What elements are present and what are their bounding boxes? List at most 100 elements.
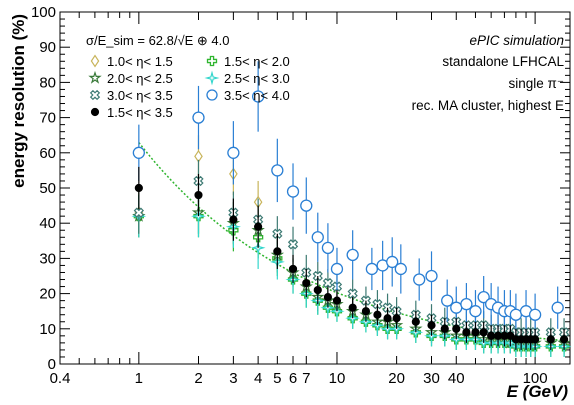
legend-marker [88,70,102,84]
data-point [320,300,336,316]
data-point [311,231,324,244]
y-tick-label: 30 [39,250,56,267]
data-point [425,269,438,283]
x-tick-label: 2 [194,370,202,387]
data-point [476,335,492,351]
data-point [559,335,569,344]
data-point [321,241,335,254]
legend-label: 1.5< η< 3.5 [107,105,173,120]
data-point [323,293,333,302]
x-tick-label: 0.4 [50,370,71,387]
data-point [487,331,496,340]
y-tick-label: 90 [39,39,56,56]
legend-marker [90,107,100,117]
data-point [346,248,359,262]
x-axis-title: E (GeV) [507,382,569,401]
x-tick-label: 6 [289,370,297,387]
data-point [369,317,385,333]
data-point [313,285,322,295]
data-point [365,262,379,276]
x-tick-label: 20 [388,370,405,387]
x-tick-label: 1 [135,370,143,387]
data-point [450,301,463,314]
legend-marker [204,70,220,86]
data-point [229,215,238,224]
series-group [132,61,564,336]
axis-ticks: 0 10 20 30 40 50 60 70 80 90 100 0.4 1 2 3 4 5 6 7 10 20 30 40… [31,4,570,387]
data-point [288,264,298,274]
data-point [424,328,439,344]
y-tick-label: 60 [39,145,56,162]
data-point [227,146,240,159]
data-point [302,278,311,288]
annotation-detector: standalone LFHCAL [442,54,564,69]
y-tick-label: 20 [39,286,56,303]
data-point [332,296,342,305]
data-point [411,317,420,326]
legend-marker [90,54,100,68]
annotation-epic: ePIC simulation [469,33,564,48]
x-tick-label: 5 [273,370,281,387]
legend: 1.0< η< 1.5 1.5< η< 2.0 2.0< η< 2.5 2.5< η<… [88,54,290,120]
data-point [300,199,313,212]
data-point [528,308,542,321]
x-tick-label: 3 [229,370,237,387]
data-point [134,183,143,193]
data-point [471,328,480,337]
data-point [271,164,284,177]
data-point [460,298,473,311]
x-tick-label: 10 [329,370,346,387]
data-point [477,290,490,304]
data-point [273,247,282,256]
data-point [286,185,300,198]
legend-label: 2.0< η< 2.5 [107,71,173,86]
y-axis-title: energy resolution (%) [9,14,28,188]
data-point [394,262,407,276]
y-tick-label: 0 [48,356,56,373]
fit-formula: σ/E_sim = 62.8/√E ⊕ 4.0 [86,33,229,48]
data-point [373,310,382,319]
data-point [509,308,523,321]
data-point [441,294,454,307]
legend-label: 3.0< η< 3.5 [107,88,173,103]
data-point [479,328,488,337]
data-point [469,305,482,318]
legend-marker [89,89,101,101]
data-point [427,321,436,330]
annotation-reco: rec. MA cluster, highest E [412,98,564,113]
y-tick-label: 40 [39,215,56,232]
x-tick-label: 7 [302,370,310,387]
legend-marker [206,55,218,67]
data-point [361,307,371,316]
data-point [546,335,555,344]
y-tick-label: 80 [39,74,56,91]
legend-label: 2.5< η< 3.0 [224,71,290,86]
x-tick-label: 30 [423,370,440,387]
x-tick-label: 40 [448,370,465,387]
data-point [383,314,392,323]
data-point [287,239,299,250]
x-tick-label: 4 [254,370,262,387]
data-point [347,288,358,299]
data-point [132,146,145,159]
legend-label: 1.5< η< 2.0 [224,54,290,69]
y-tick-label: 50 [39,180,56,197]
data-point [194,190,203,200]
data-point [348,303,357,312]
y-tick-label: 100 [31,4,56,21]
data-point [251,90,265,103]
series-group [134,166,569,350]
data-point [452,324,461,333]
data-point [133,207,144,218]
data-point [386,255,399,269]
data-point [330,262,344,276]
data-point [345,310,360,326]
y-tick-label: 10 [39,321,56,338]
legend-label: 3.5< η< 4.0 [224,88,290,103]
data-point [413,273,426,286]
data-point [322,277,334,289]
data-point [440,324,449,333]
y-tick-label: 70 [39,110,56,127]
data-points [131,61,572,357]
annotation-particle: single π⁻ [509,76,564,91]
